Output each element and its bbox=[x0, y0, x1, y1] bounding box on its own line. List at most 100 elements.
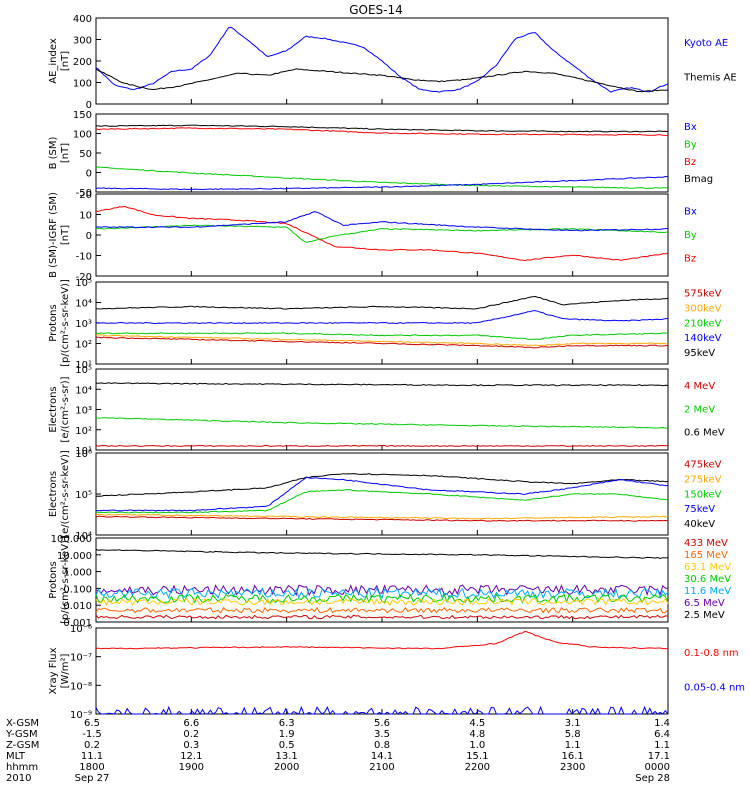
y-tick-label: 10.000 bbox=[57, 551, 92, 562]
series-line bbox=[95, 417, 668, 429]
footer-value: 16.1 bbox=[562, 751, 584, 762]
y-tick-label: 10⁵ bbox=[75, 278, 92, 289]
series-line bbox=[95, 310, 668, 325]
series-line bbox=[95, 630, 669, 650]
panel-protons2: 100.000 10.000 1.000 0.100 0.010 0.001 Protons… bbox=[48, 534, 731, 629]
footer-value: 1.9 bbox=[279, 729, 295, 740]
footer-value: 6.4 bbox=[654, 729, 670, 740]
footer-value: 3.5 bbox=[374, 729, 390, 740]
y-tick-label: 10⁻⁷ bbox=[70, 653, 92, 664]
y-axis-label: Xray Flux bbox=[48, 647, 59, 694]
y-tick-label: 10¹ bbox=[75, 446, 92, 457]
legend-entry: 63.1 MeV bbox=[684, 562, 731, 573]
legend-entry: 2.5 MeV bbox=[684, 610, 725, 621]
series-line bbox=[95, 336, 669, 349]
footer-row-label: Y-GSM bbox=[5, 729, 38, 740]
series-line bbox=[95, 26, 669, 93]
y-axis-label: B (SM)-IGRF (SM) bbox=[48, 192, 59, 278]
y-tick-label: -10 bbox=[76, 252, 92, 263]
legend-entry: 2 MeV bbox=[684, 404, 715, 415]
footer-value: 0000 bbox=[645, 762, 670, 773]
footer-row-label: MLT bbox=[6, 751, 26, 762]
legend-entry: 0.05-0.4 nm bbox=[684, 682, 745, 693]
series-line bbox=[95, 597, 669, 607]
series-line bbox=[95, 586, 669, 600]
footer-value: 11.1 bbox=[81, 751, 103, 762]
legend-entry: 0.6 MeV bbox=[684, 427, 725, 438]
legend-entry: 0.1-0.8 nm bbox=[684, 648, 739, 659]
y-axis-label: Electrons bbox=[48, 471, 59, 517]
footer-row-label: Z-GSM bbox=[6, 740, 39, 751]
footer-value: 13.1 bbox=[276, 751, 298, 762]
y-tick-label: 0.010 bbox=[63, 601, 92, 612]
y-tick-label: 20 bbox=[79, 190, 92, 201]
y-axis-unit: [e/(cm²-s-sr-keV)] bbox=[60, 450, 71, 538]
y-axis-label: AE_index bbox=[48, 38, 59, 84]
footer-value: 4.5 bbox=[469, 718, 485, 729]
y-axis-unit: [nT] bbox=[60, 143, 71, 163]
y-tick-label: 100.000 bbox=[51, 534, 92, 545]
y-tick-label: 10² bbox=[75, 426, 92, 437]
series-line bbox=[95, 205, 669, 262]
footer-value: 0.3 bbox=[183, 740, 199, 751]
legend-entry: By bbox=[684, 139, 697, 150]
legend-entry: By bbox=[684, 230, 697, 241]
footer-value: 1.1 bbox=[565, 740, 581, 751]
footer-value: 14.1 bbox=[371, 751, 393, 762]
y-axis-unit: [p/(cm²-s-sr-keV)] bbox=[60, 279, 71, 367]
footer-value: -1.5 bbox=[82, 729, 102, 740]
legend-entry: Bz bbox=[684, 157, 696, 168]
footer-value: 2200 bbox=[465, 762, 490, 773]
legend-entry: 140keV bbox=[684, 333, 722, 344]
footer-table: X-GSMY-GSMZ-GSMMLThhmm20106.5-1.50.211.1… bbox=[5, 718, 670, 784]
series-line bbox=[95, 166, 669, 189]
y-tick-label: 100 bbox=[73, 79, 92, 90]
legend-entry: Themis AE bbox=[683, 72, 737, 83]
y-tick-label: -50 bbox=[76, 188, 92, 199]
y-tick-label: 10⁶ bbox=[75, 449, 92, 460]
legend-entry: 4 MeV bbox=[684, 381, 715, 392]
y-tick-label: 10⁴ bbox=[75, 299, 92, 310]
panel-bsm: 150 100 50 0 -50 B (SM) [nT] Bx By Bz Bmag bbox=[48, 110, 713, 199]
y-tick-label: 10⁵ bbox=[75, 490, 92, 501]
series-line bbox=[95, 614, 669, 620]
footer-row-label: 2010 bbox=[6, 773, 31, 784]
y-axis-unit: [nT] bbox=[60, 225, 71, 245]
legend-entry: 210keV bbox=[684, 318, 722, 329]
y-tick-label: 10⁴ bbox=[75, 385, 92, 396]
legend-entry: Bz bbox=[684, 253, 696, 264]
y-tick-label: 10 bbox=[79, 211, 92, 222]
footer-value: 0.5 bbox=[279, 740, 295, 751]
legend-entry: 165 MeV bbox=[684, 550, 728, 561]
footer-value: 1.1 bbox=[654, 740, 670, 751]
series-line bbox=[95, 332, 669, 340]
series-line bbox=[95, 224, 669, 243]
footer-value: 1900 bbox=[179, 762, 204, 773]
series-line bbox=[96, 334, 669, 347]
legend-entry: 11.6 MeV bbox=[684, 586, 731, 597]
panel-protons1: 10⁵ 10⁴ 10³ 10² 10¹ Protons [p/(cm²-s-sr-keV)]… bbox=[48, 278, 722, 371]
footer-value: 6.3 bbox=[279, 718, 295, 729]
legend-entry: 95keV bbox=[684, 348, 715, 359]
series-line bbox=[95, 444, 669, 447]
y-tick-label: 0 bbox=[86, 100, 92, 111]
y-axis-label: Electrons bbox=[48, 386, 59, 432]
legend-entry: Bx bbox=[684, 206, 697, 217]
footer-value: 6.5 bbox=[84, 718, 100, 729]
footer-value: 1.4 bbox=[654, 718, 670, 729]
series-line bbox=[95, 548, 669, 560]
series-line bbox=[95, 489, 669, 514]
footer-value: Sep 27 bbox=[75, 773, 110, 784]
panel-frame bbox=[95, 368, 669, 451]
y-tick-label: 400 bbox=[73, 14, 92, 25]
footer-value: 0.8 bbox=[374, 740, 390, 751]
y-tick-label: 0.001 bbox=[63, 618, 92, 629]
panel-electrons1: 10⁵ 10⁴ 10³ 10² 10¹ Electrons [e/(cm²-s-sr)] 4 … bbox=[48, 365, 725, 457]
series-line bbox=[95, 513, 669, 520]
series-line bbox=[95, 211, 669, 232]
series-line bbox=[95, 606, 669, 614]
series-line bbox=[95, 175, 669, 191]
legend-entry: Kyoto AE bbox=[684, 38, 728, 49]
y-tick-label: 10¹ bbox=[75, 360, 92, 371]
